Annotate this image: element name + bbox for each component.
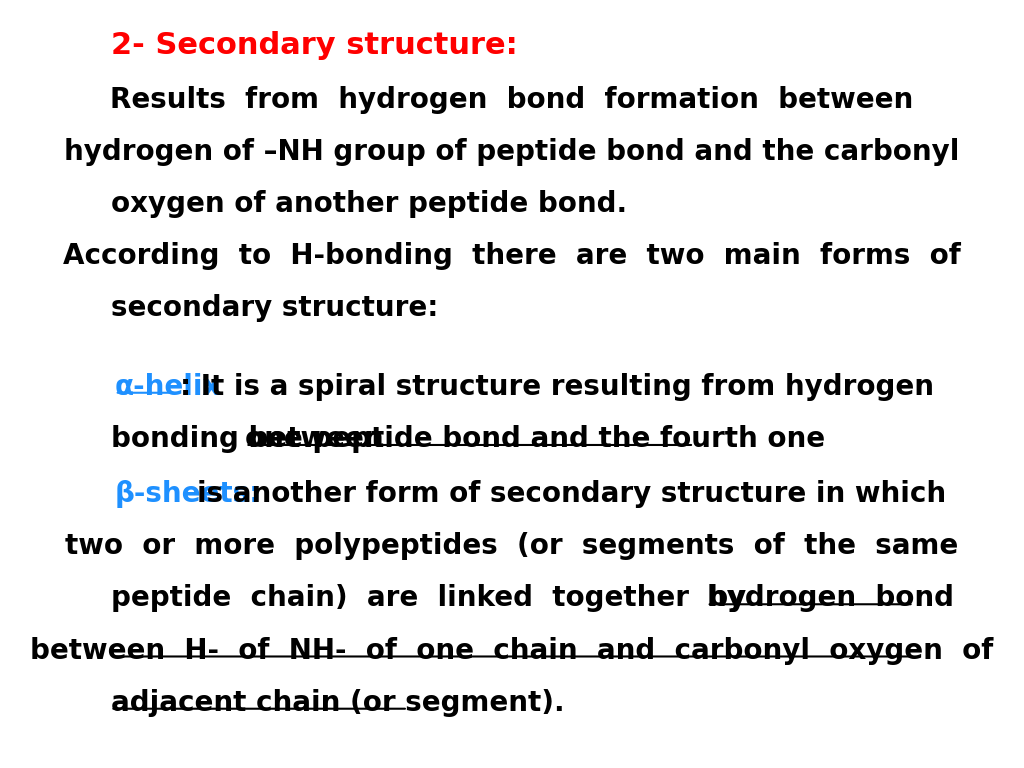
Text: α-helix: α-helix: [115, 372, 221, 401]
Text: : It is a spiral structure resulting from hydrogen: : It is a spiral structure resulting fro…: [179, 372, 934, 401]
Text: Results  from  hydrogen  bond  formation  between: Results from hydrogen bond formation bet…: [111, 85, 913, 114]
Text: hydrogen of –NH group of peptide bond and the carbonyl: hydrogen of –NH group of peptide bond an…: [65, 137, 959, 166]
Text: According  to  H-bonding  there  are  two  main  forms  of: According to H-bonding there are two mai…: [63, 242, 961, 270]
Text: one peptide bond and the fourth one: one peptide bond and the fourth one: [246, 425, 825, 453]
Text: oxygen of another peptide bond.: oxygen of another peptide bond.: [111, 190, 627, 218]
Text: peptide  chain)  are  linked  together  by: peptide chain) are linked together by: [111, 584, 756, 612]
Text: between  H-  of  NH-  of  one  chain  and  carbonyl  oxygen  of: between H- of NH- of one chain and carbo…: [31, 637, 993, 664]
Text: bonding between: bonding between: [111, 425, 393, 453]
Text: is another form of secondary structure in which: is another form of secondary structure i…: [197, 480, 946, 508]
Text: β-sheets:: β-sheets:: [115, 480, 261, 508]
Text: secondary structure:: secondary structure:: [111, 294, 438, 323]
Text: two  or  more  polypeptides  (or  segments  of  the  same: two or more polypeptides (or segments of…: [66, 532, 958, 560]
Text: 2- Secondary structure:: 2- Secondary structure:: [111, 31, 517, 60]
Text: hydrogen  bond: hydrogen bond: [707, 584, 953, 612]
Text: adjacent chain (or segment).: adjacent chain (or segment).: [111, 689, 564, 717]
